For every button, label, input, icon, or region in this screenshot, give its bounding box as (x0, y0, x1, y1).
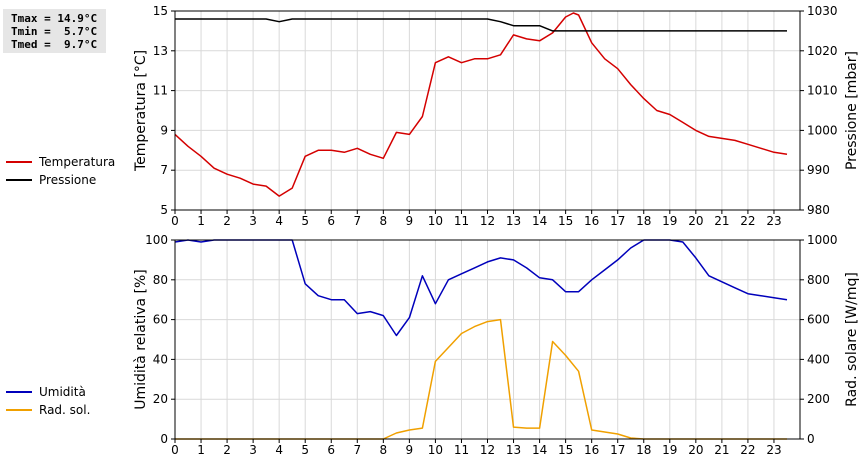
legend-swatch (6, 161, 32, 163)
legend-label: Umidità (39, 385, 86, 399)
chart1-x-tick-label: 1 (197, 214, 205, 228)
chart2-x-tick-label: 11 (454, 443, 469, 457)
chart1-y2-tick-label: 1020 (807, 44, 838, 58)
chart2-series-rad-sol (175, 318, 787, 440)
chart1-series-temperatura (174, 12, 788, 197)
chart1-x-tick-label: 16 (584, 214, 599, 228)
chart2-x-tick-label: 5 (301, 443, 309, 457)
chart1-y2-tick-label: 990 (807, 163, 830, 177)
chart1-x-tick-label: 0 (171, 214, 179, 228)
chart2-x-tick-label: 15 (558, 443, 573, 457)
chart1-x-tick-label: 7 (353, 214, 361, 228)
chart1-y2-tick-label: 980 (807, 203, 830, 217)
chart2-x-tick-label: 3 (249, 443, 257, 457)
chart1-series-pressione (175, 18, 787, 32)
chart1-x-tick-label: 15 (558, 214, 573, 228)
chart2-x-tick-label: 6 (327, 443, 335, 457)
chart2-x-tick-label: 16 (584, 443, 599, 457)
chart1-x-tick-label: 13 (506, 214, 521, 228)
chart2-x-tick-label: 23 (766, 443, 781, 457)
chart1-x-tick-label: 10 (428, 214, 443, 228)
legend-label: Pressione (39, 173, 97, 187)
chart1-y-tick-label: 11 (153, 84, 168, 98)
chart1-x-tick-label: 5 (301, 214, 309, 228)
chart1-x-tick-label: 6 (327, 214, 335, 228)
chart1-y-tick-label: 7 (160, 163, 168, 177)
chart2-x-tick-label: 19 (662, 443, 677, 457)
chart1-x-tick-label: 8 (380, 214, 388, 228)
chart1-x-tick-label: 19 (662, 214, 677, 228)
chart1-x-tick-label: 23 (766, 214, 781, 228)
chart2-x-tick-label: 8 (380, 443, 388, 457)
chart2-x-tick-label: 13 (506, 443, 521, 457)
chart1-y2-tick-label: 1000 (807, 123, 838, 137)
chart2-x-tick-label: 4 (275, 443, 283, 457)
chart1-y-tick-label: 15 (153, 4, 168, 18)
chart1-y-tick-label: 9 (160, 123, 168, 137)
chart2-x-tick-label: 12 (480, 443, 495, 457)
chart2-x-tick-label: 2 (223, 443, 231, 457)
chart1-y-tick-label: 13 (153, 44, 168, 58)
chart2-y2-tick-label: 800 (807, 273, 830, 287)
chart2-x-tick-label: 10 (428, 443, 443, 457)
chart1-x-tick-label: 21 (714, 214, 729, 228)
chart2-y-axis-title: Umidità relativa [%] (133, 269, 149, 410)
chart1-x-tick-label: 17 (610, 214, 625, 228)
chart2-x-tick-label: 9 (406, 443, 414, 457)
chart1-x-tick-label: 20 (688, 214, 703, 228)
chart2-x-tick-label: 22 (740, 443, 755, 457)
chart2-y-tick-label: 80 (153, 273, 168, 287)
chart2-x-tick-label: 21 (714, 443, 729, 457)
chart1-y2-tick-label: 1030 (807, 4, 838, 18)
chart1-x-tick-label: 2 (223, 214, 231, 228)
chart2-x-tick-label: 14 (532, 443, 547, 457)
chart2-y-tick-label: 60 (153, 313, 168, 327)
stats-box: Tmax = 14.9°C Tmin = 5.7°C Tmed = 9.7°C (3, 9, 106, 53)
stat-tmin: Tmin = 5.7°C (11, 25, 98, 38)
chart1-y2-axis-title: Pressione [mbar] (844, 51, 860, 170)
chart2-x-tick-label: 0 (171, 443, 179, 457)
chart2-series-umidit (174, 239, 788, 337)
chart2-y2-tick-label: 0 (807, 432, 815, 446)
chart2-y-tick-label: 20 (153, 392, 168, 406)
chart1-x-tick-label: 11 (454, 214, 469, 228)
chart2-x-tick-label: 18 (636, 443, 651, 457)
legend-label: Temperatura (39, 155, 116, 169)
chart1-x-tick-label: 14 (532, 214, 547, 228)
chart1-y2-tick-label: 1010 (807, 84, 838, 98)
legend-label: Rad. sol. (39, 403, 91, 417)
chart2-y-tick-label: 100 (145, 233, 168, 247)
chart2-y2-axis-title: Rad. solare [W/mq] (844, 272, 860, 407)
legend-swatch (6, 391, 32, 393)
chart1-x-tick-label: 9 (406, 214, 414, 228)
chart2-y-tick-label: 0 (160, 432, 168, 446)
chart1-y-tick-label: 5 (160, 203, 168, 217)
chart2-y2-tick-label: 600 (807, 313, 830, 327)
chart1-x-tick-label: 22 (740, 214, 755, 228)
chart1-x-tick-label: 18 (636, 214, 651, 228)
chart2-x-tick-label: 20 (688, 443, 703, 457)
chart2-x-tick-label: 1 (197, 443, 205, 457)
chart2-y2-tick-label: 1000 (807, 233, 838, 247)
chart2-y-tick-label: 40 (153, 352, 168, 366)
stat-tmed: Tmed = 9.7°C (11, 38, 98, 51)
stat-tmax: Tmax = 14.9°C (11, 12, 98, 25)
legend-swatch (6, 409, 32, 411)
legend-swatch (6, 179, 32, 181)
chart2-x-tick-label: 17 (610, 443, 625, 457)
chart2-y2-tick-label: 200 (807, 392, 830, 406)
chart1-y-axis-title: Temperatura [°C] (133, 50, 149, 172)
chart1-x-tick-label: 12 (480, 214, 495, 228)
chart2-x-tick-label: 7 (353, 443, 361, 457)
chart2-y2-tick-label: 400 (807, 352, 830, 366)
chart1-x-tick-label: 4 (275, 214, 283, 228)
chart1-x-tick-label: 3 (249, 214, 257, 228)
